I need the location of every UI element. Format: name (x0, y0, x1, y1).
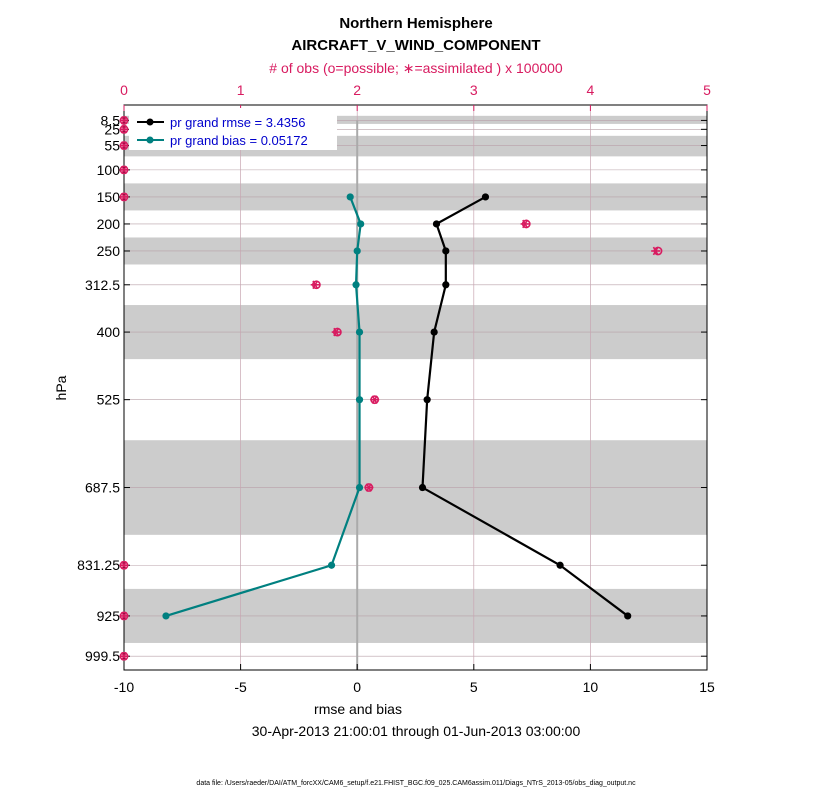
rmse-point (481, 193, 490, 201)
bias-point (162, 612, 170, 620)
plot-frame (123, 104, 708, 671)
legend: pr grand rmse = 3.4356 pr grand bias = 0… (129, 108, 337, 150)
rmse-point (442, 247, 450, 255)
shaded-layers (124, 115, 707, 643)
x-tick-label: -10 (114, 679, 134, 695)
bias-point (355, 483, 364, 492)
obs-assimilated-marker (520, 219, 530, 229)
obs-assimilated-marker (119, 165, 129, 175)
y-tick-label: 250 (97, 243, 121, 259)
rmse-point (423, 396, 431, 404)
date-range: 30-Apr-2013 21:00:01 through 01-Jun-2013… (252, 723, 581, 739)
x-tick-label: 10 (583, 679, 599, 695)
legend-rmse-marker (146, 118, 154, 126)
obs-assimilated-marker (119, 560, 129, 570)
y-tick-label: 687.5 (85, 480, 120, 496)
legend-bias-label: pr grand bias = 0.05172 (170, 133, 308, 148)
obs-assimilated-marker (119, 125, 129, 134)
footer-data-file: data file: /Users/raeder/DAI/ATM_forcXX/… (196, 780, 636, 787)
obs-markers (119, 116, 663, 661)
obs-assimilated-marker (331, 327, 341, 337)
top-tick-label: 2 (353, 82, 361, 98)
y-tick-label: 525 (97, 392, 121, 408)
y-tick-label: 312.5 (85, 277, 120, 293)
rmse-point (430, 328, 438, 336)
bias-point (357, 220, 365, 228)
legend-bias-marker (146, 136, 154, 144)
top-tick-label: 1 (237, 82, 245, 98)
y-tick-label: 55 (104, 138, 120, 154)
top-tick-label: 4 (587, 82, 595, 98)
legend-box (129, 108, 337, 150)
axis-ticks: -10 -5 0 5 10 150 1 2 3 4 58.52555100150200250312.… (77, 82, 715, 695)
rmse-point (624, 612, 632, 620)
y-axis-label: hPa (53, 375, 69, 400)
obs-assimilated-marker (310, 280, 320, 290)
chart-title-region: Northern Hemisphere (339, 15, 492, 32)
obs-assimilated-marker (370, 395, 380, 404)
x-tick-label: 0 (353, 679, 361, 695)
legend-rmse-label: pr grand rmse = 3.4356 (170, 115, 306, 130)
obs-assimilated-marker (119, 611, 129, 621)
obs-assimilated-marker (119, 651, 129, 661)
y-tick-label: 925 (97, 608, 121, 624)
x-tick-label: 5 (470, 679, 478, 695)
y-tick-label: 999.5 (85, 648, 120, 664)
top-tick-label: 5 (703, 82, 711, 98)
y-tick-label: 200 (97, 216, 121, 232)
x-tick-label: 15 (699, 679, 715, 695)
bias-point (353, 247, 361, 255)
series (162, 193, 632, 620)
grid-lines (124, 105, 707, 670)
rmse-point (418, 483, 427, 492)
chart-title-variable: AIRCRAFT_V_WIND_COMPONENT (291, 37, 540, 54)
y-tick-label: 25 (104, 121, 120, 137)
rmse-point (556, 561, 564, 569)
y-tick-label: 831.25 (77, 557, 120, 573)
rmse-point (442, 281, 450, 289)
x-axis-label: rmse and bias (314, 701, 402, 717)
y-tick-label: 150 (97, 189, 121, 205)
y-tick-label: 8.5 (101, 112, 121, 128)
shaded-layer (124, 115, 707, 124)
obs-assimilated-marker (119, 192, 129, 202)
obs-assimilated-marker (364, 483, 374, 492)
top-tick-label: 3 (470, 82, 478, 98)
bias-point (355, 396, 364, 404)
y-tick-label: 400 (97, 324, 121, 340)
top-axis-label: # of obs (o=possible; ∗=assimilated ) x … (269, 60, 563, 76)
bias-point (355, 328, 364, 336)
y-tick-label: 100 (97, 162, 121, 178)
obs-assimilated-marker (119, 116, 129, 125)
bias-point (352, 281, 360, 289)
x-tick-label: -5 (234, 679, 247, 695)
obs-assimilated-marker (119, 141, 129, 150)
obs-assimilated-marker (651, 246, 661, 256)
rmse-point (432, 220, 441, 228)
bias-point (327, 561, 336, 569)
bias-point (346, 193, 354, 201)
top-tick-label: 0 (120, 82, 128, 98)
